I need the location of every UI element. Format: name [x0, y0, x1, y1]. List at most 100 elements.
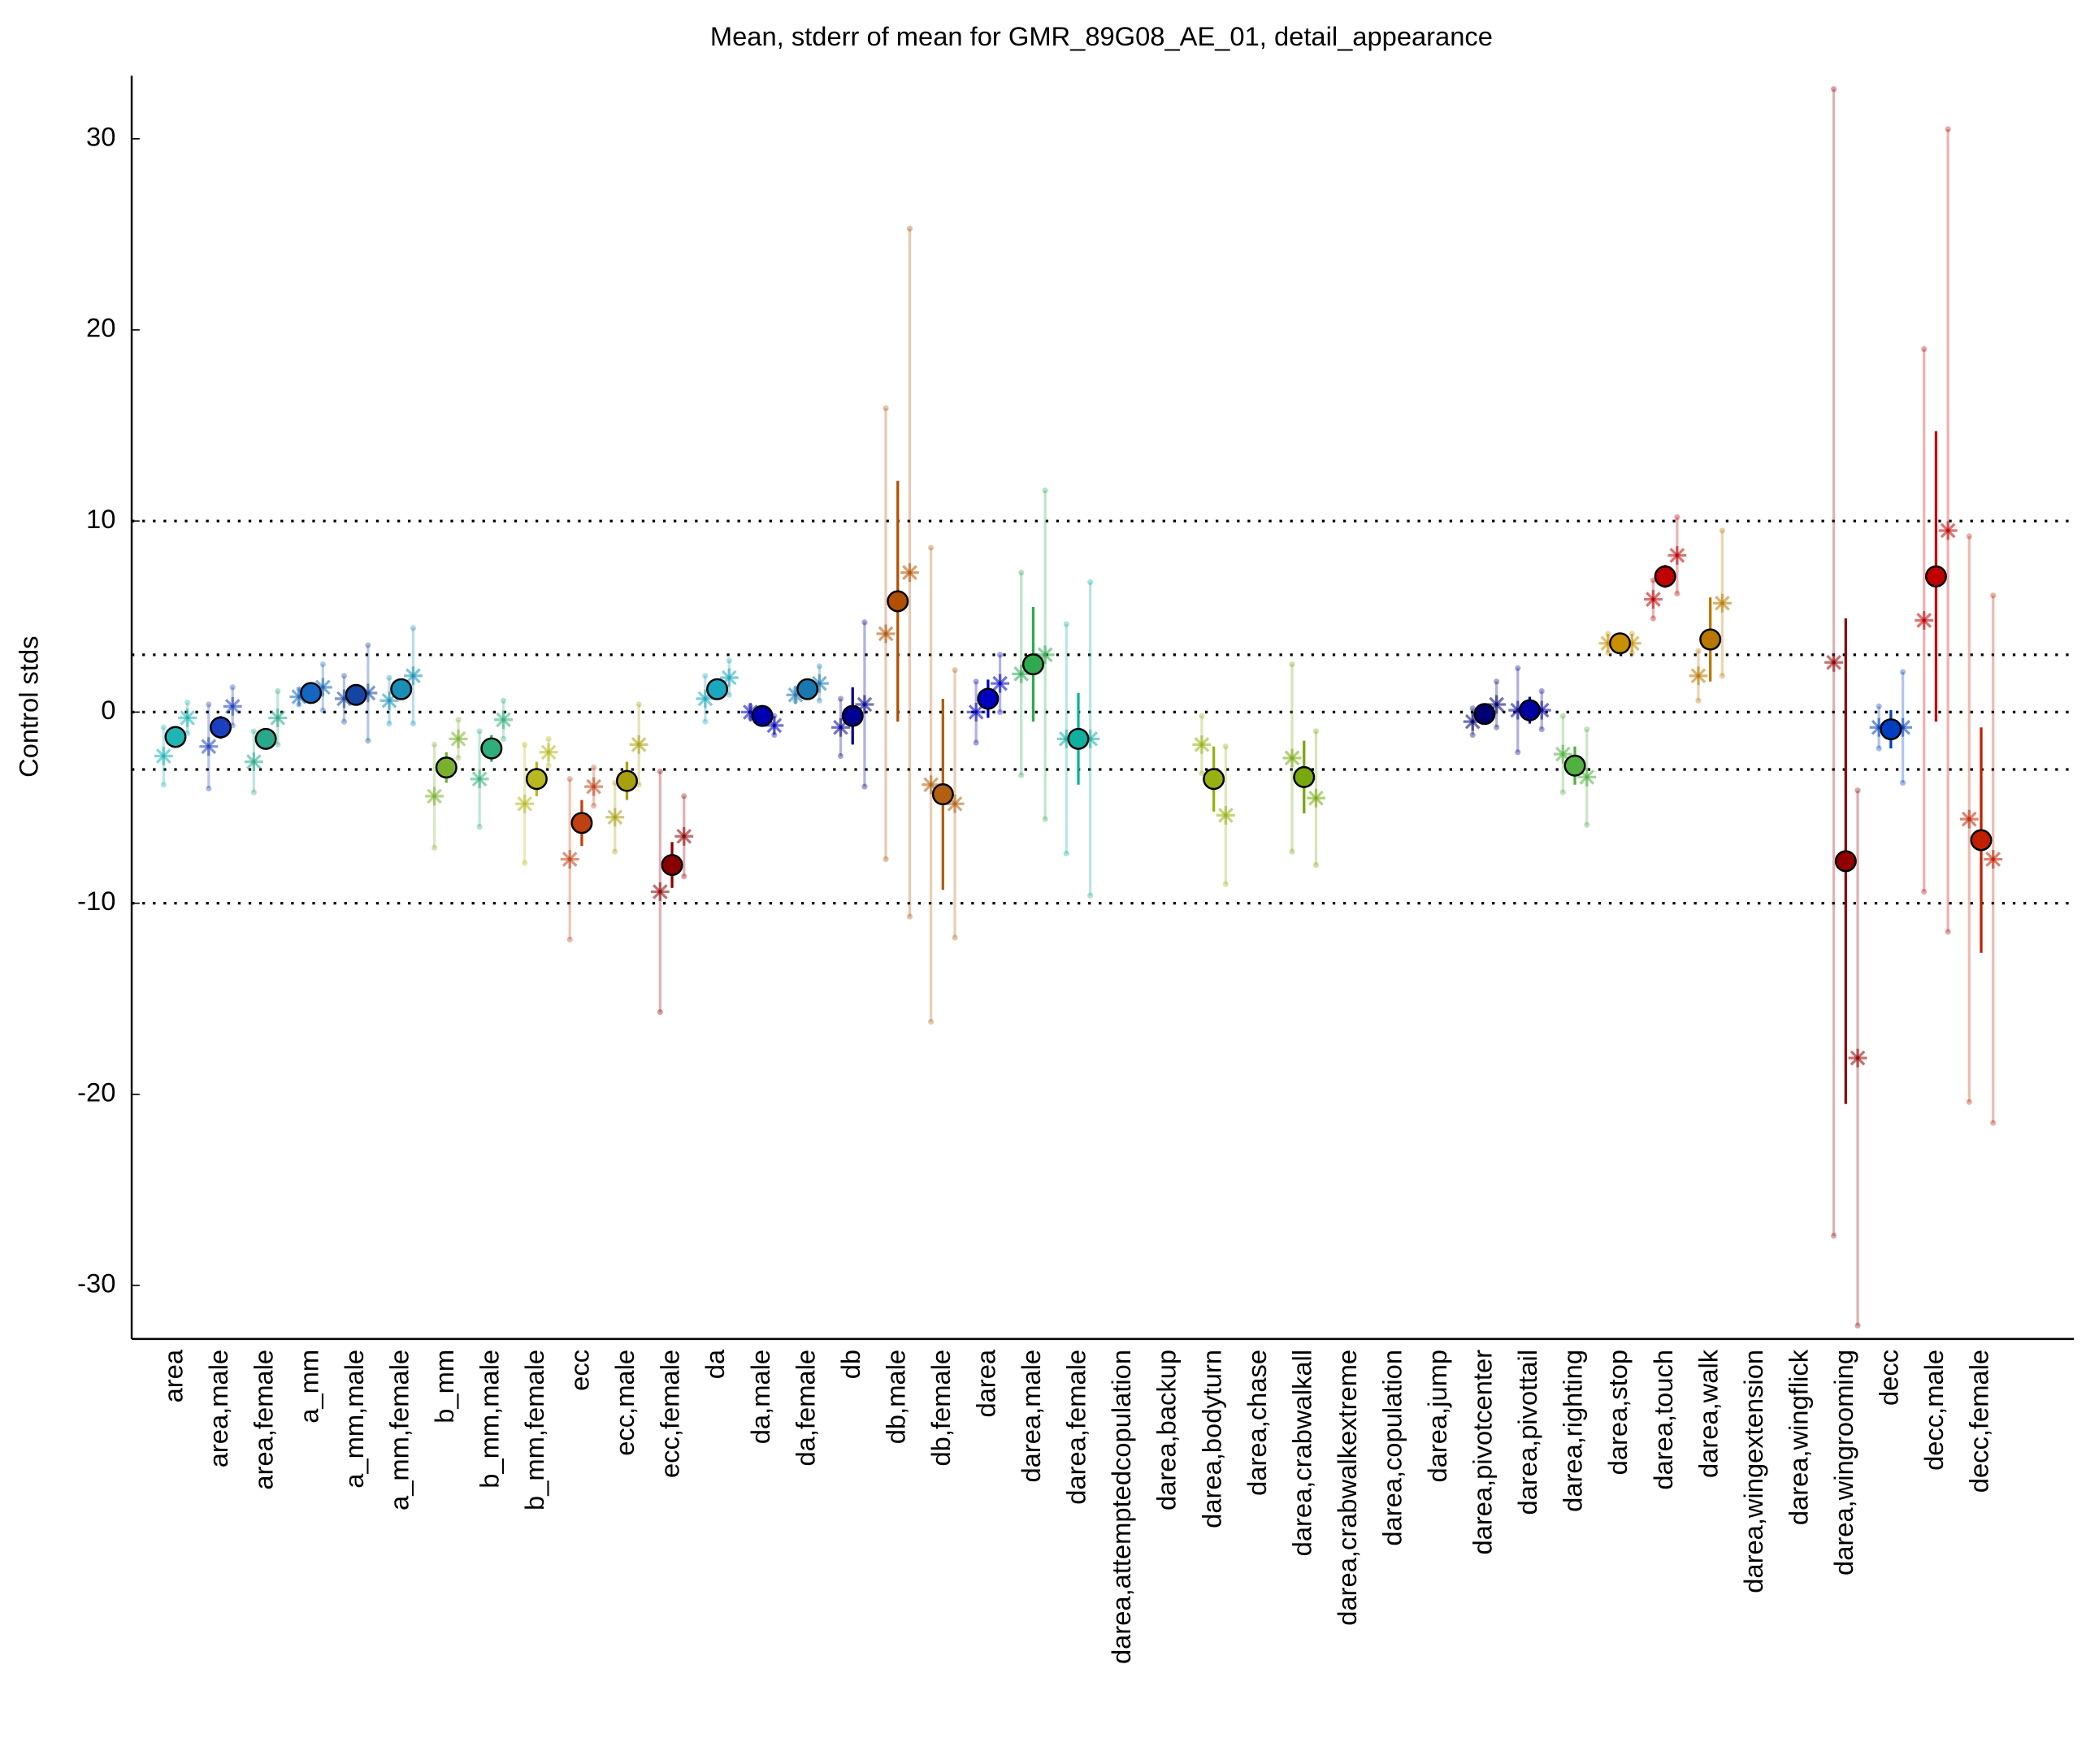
- star-error-cap: [635, 701, 642, 708]
- star-error-cap: [1628, 649, 1635, 657]
- star-marker: [494, 710, 513, 730]
- x-tick-label: darea,male: [1016, 1350, 1046, 1483]
- star-marker: [1192, 735, 1212, 754]
- star-stroke: [224, 699, 241, 714]
- mean-marker: [751, 704, 774, 727]
- star-error-cap: [1538, 687, 1545, 695]
- star-error-cap: [1494, 678, 1500, 685]
- star-stroke: [1194, 737, 1210, 752]
- star-error-cap: [702, 718, 709, 725]
- star-error-cap: [1921, 888, 1928, 895]
- x-tick-label: darea,wingflick: [1783, 1349, 1813, 1525]
- y-tick-label: -30: [77, 1268, 115, 1298]
- star-error-cap: [837, 752, 844, 760]
- star-marker: [515, 794, 535, 813]
- star-stroke: [1218, 808, 1234, 823]
- star-error-cap: [1945, 929, 1951, 935]
- star-stroke: [923, 777, 939, 793]
- star-marker: [719, 668, 739, 687]
- star-marker: [1667, 546, 1687, 565]
- mean-marker: [164, 726, 187, 748]
- star-marker: [876, 624, 896, 644]
- x-tick-label: db: [835, 1350, 865, 1379]
- star-error-cap: [816, 697, 822, 704]
- star-error-cap: [566, 936, 573, 943]
- star-error-cap: [1469, 732, 1476, 739]
- x-tick-label: db,male: [880, 1350, 910, 1444]
- star-error-cap: [771, 732, 778, 739]
- star-stroke: [1715, 596, 1730, 611]
- star-error-cap: [431, 741, 438, 748]
- star-error-cap: [591, 765, 597, 771]
- star-error-cap: [1018, 570, 1025, 576]
- star-stroke: [607, 809, 623, 826]
- star-error-cap: [522, 860, 528, 866]
- star-error-cap: [1831, 86, 1837, 93]
- mean-marker: [1880, 718, 1902, 741]
- mean-marker: [435, 756, 458, 779]
- star-error-cap: [1628, 631, 1635, 637]
- star-stroke: [902, 565, 917, 581]
- star-error-cap: [410, 720, 417, 727]
- star-error-cap: [883, 405, 889, 412]
- star-stroke: [1961, 811, 1977, 827]
- star-error-cap: [837, 696, 844, 702]
- mean-marker: [1021, 653, 1044, 676]
- x-tick-label: area: [158, 1349, 189, 1402]
- star-error-cap: [883, 856, 889, 863]
- star-error-cap: [500, 697, 507, 704]
- star-marker: [1959, 809, 1979, 829]
- star-stroke: [1579, 769, 1595, 785]
- star-error-cap: [1018, 772, 1025, 778]
- star-marker: [178, 709, 197, 727]
- star-error-cap: [657, 768, 663, 774]
- star-marker: [584, 777, 604, 796]
- star-error-cap: [928, 1018, 935, 1025]
- mean-marker: [1924, 565, 1947, 587]
- x-tick-label: darea,copulation: [1377, 1350, 1407, 1546]
- y-axis-label: Control stds: [13, 636, 43, 778]
- x-tick-label: decc,male: [1919, 1350, 1949, 1471]
- x-tick-label: da,male: [745, 1350, 775, 1444]
- star-error-cap: [1559, 789, 1566, 795]
- x-tick-label: darea,touch: [1648, 1350, 1678, 1490]
- star-error-cap: [861, 783, 868, 790]
- star-error-cap: [1990, 592, 1997, 599]
- star-error-cap: [1222, 881, 1229, 887]
- star-marker: [1643, 590, 1663, 609]
- star-stroke: [471, 771, 488, 787]
- star-error-cap: [184, 700, 191, 706]
- mean-marker: [1563, 754, 1586, 777]
- star-error-cap: [1042, 816, 1048, 822]
- mean-marker: [1293, 765, 1316, 788]
- x-tick-label: a_mm,male: [339, 1350, 369, 1489]
- star-error-cap: [566, 776, 573, 782]
- star-error-cap: [340, 673, 348, 679]
- star-stroke: [676, 828, 692, 844]
- star-marker: [154, 747, 173, 765]
- star-marker: [223, 696, 242, 716]
- star-error-cap: [386, 720, 392, 727]
- star-error-cap: [1087, 579, 1094, 586]
- star-error-cap: [973, 739, 979, 746]
- mean-marker: [977, 687, 1000, 710]
- star-error-cap: [160, 782, 167, 788]
- star-stroke: [155, 748, 171, 764]
- star-stroke: [1646, 592, 1661, 607]
- x-tick-label: b_mm,male: [474, 1350, 504, 1489]
- y-tick-label: -10: [77, 886, 115, 916]
- star-error-cap: [476, 823, 483, 830]
- star-error-cap: [1945, 126, 1951, 132]
- star-error-cap: [1695, 648, 1702, 654]
- mean-marker: [887, 590, 909, 613]
- star-error-cap: [1900, 669, 1906, 675]
- star-marker: [1553, 744, 1572, 764]
- star-stroke: [517, 795, 533, 812]
- x-tick-label: darea,pivottail: [1512, 1350, 1542, 1515]
- star-error-cap: [206, 785, 212, 792]
- x-tick-label: darea,crabwalkall: [1286, 1350, 1316, 1556]
- x-tick-label: b_mm: [429, 1350, 459, 1424]
- star-error-cap: [1042, 487, 1048, 494]
- star-error-cap: [1900, 779, 1906, 787]
- mean-marker: [570, 812, 593, 834]
